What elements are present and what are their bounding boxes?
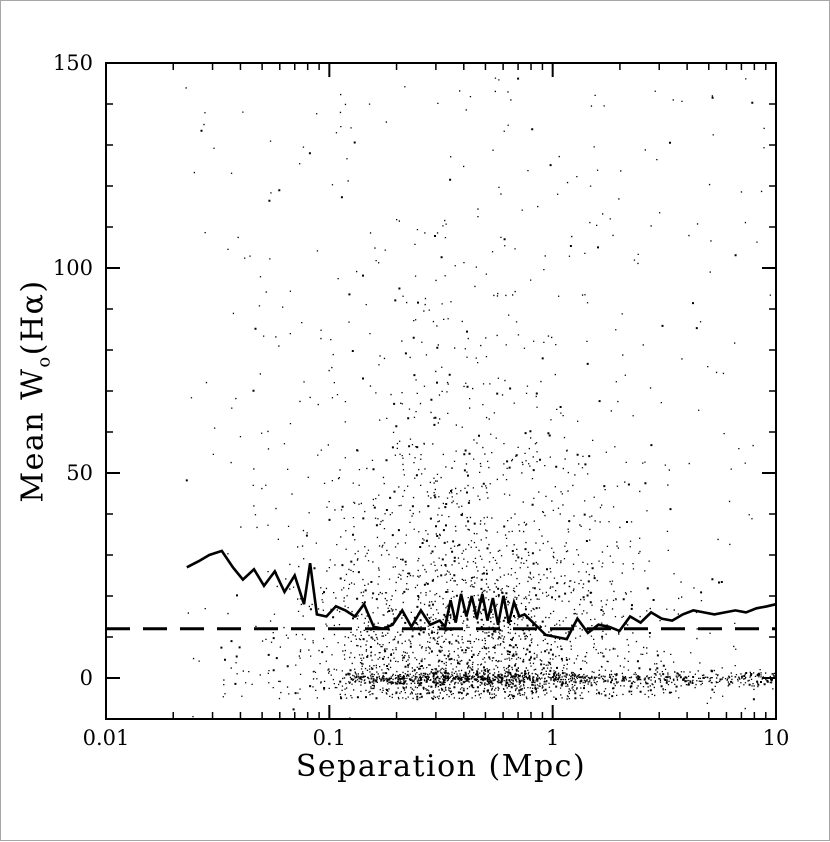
y-tick-label: 50 <box>66 461 93 485</box>
y-axis-label-subscript: o <box>33 355 55 368</box>
x-tick-label: 1 <box>545 726 560 750</box>
y-axis-label-prefix: Mean W <box>15 367 51 503</box>
mean-line <box>186 549 777 641</box>
y-axis-label-suffix: (Hα) <box>15 279 51 356</box>
x-axis-label: Separation (Mpc) <box>295 749 587 784</box>
x-tick-label: 0.1 <box>312 726 347 750</box>
axis-ticks <box>105 62 777 719</box>
scatter-points <box>185 77 777 719</box>
y-tick-label: 150 <box>52 51 93 75</box>
y-tick-label: 100 <box>52 256 93 280</box>
x-tick-label: 0.01 <box>82 726 130 750</box>
x-tick-label: 10 <box>762 726 790 750</box>
y-tick-label: 0 <box>79 666 93 690</box>
y-axis-label: Mean Wo(Hα) <box>16 279 55 502</box>
